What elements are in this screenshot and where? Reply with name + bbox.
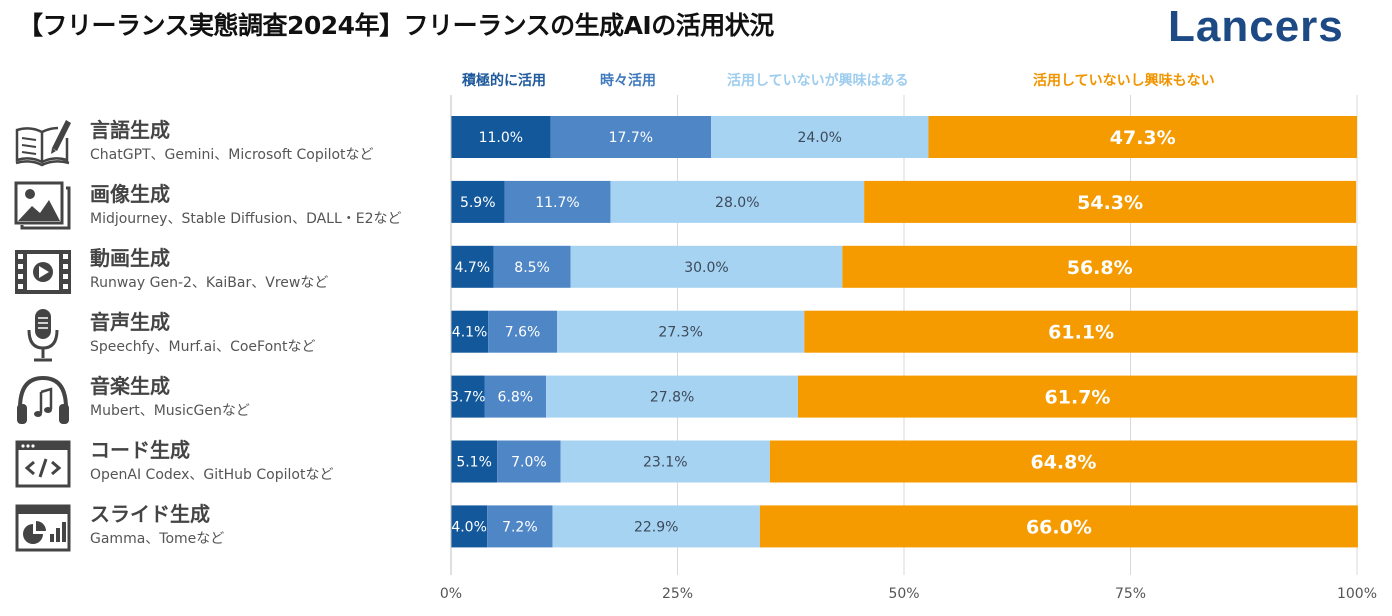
- data-label: 3.7%: [450, 390, 486, 406]
- category-examples: Mubert、MusicGenなど: [90, 403, 250, 419]
- bar-segment: [610, 180, 865, 223]
- bar-segment: [451, 310, 489, 353]
- data-label: 4.1%: [452, 325, 488, 341]
- data-label: 54.3%: [1077, 192, 1143, 214]
- bar-segment: [864, 180, 1357, 223]
- bar-segment: [928, 116, 1357, 158]
- data-label: 28.0%: [715, 195, 759, 211]
- legend-sometimes: 時々活用: [600, 73, 656, 89]
- bar-segment: [451, 116, 551, 158]
- bar-segment: [484, 375, 547, 418]
- category-name: 音声生成: [90, 310, 170, 334]
- image-icon: [14, 181, 71, 230]
- bar-segment: [487, 505, 553, 548]
- headphones-icon: [17, 375, 69, 424]
- bar-segment: [842, 245, 1357, 288]
- bar-segment: [759, 505, 1358, 548]
- data-label: 7.2%: [502, 519, 538, 535]
- data-label: 64.8%: [1030, 452, 1096, 474]
- bar-segment: [488, 310, 558, 353]
- x-tick-label: 0%: [440, 586, 462, 602]
- category-name: スライド生成: [90, 502, 210, 526]
- data-label: 17.7%: [609, 130, 653, 146]
- bar-segment: [451, 505, 488, 548]
- data-label: 7.0%: [511, 455, 547, 471]
- data-label: 27.8%: [650, 390, 694, 406]
- data-label: 23.1%: [643, 455, 687, 471]
- brand-logo: Lancers: [1168, 2, 1344, 51]
- data-label: 4.0%: [451, 519, 487, 535]
- x-tick-label: 25%: [662, 586, 693, 602]
- bar-segment: [451, 375, 485, 418]
- category-name: 言語生成: [90, 118, 170, 142]
- category-examples: ChatGPT、Gemini、Microsoft Copilotなど: [90, 147, 374, 163]
- category-name: コード生成: [90, 438, 190, 462]
- category-examples: OpenAI Codex、GitHub Copilotなど: [90, 467, 334, 483]
- bar-segment: [552, 505, 760, 548]
- data-label: 47.3%: [1110, 127, 1176, 149]
- data-label: 61.7%: [1045, 387, 1111, 409]
- bar-segment: [570, 245, 843, 288]
- bar-segment: [451, 245, 494, 288]
- page-title: 【フリーランス実態調査2024年】フリーランスの生成AIの活用状況: [18, 11, 774, 40]
- data-label: 30.0%: [684, 260, 728, 276]
- category-code: コード生成 OpenAI Codex、GitHub Copilotなど: [14, 434, 450, 494]
- bar-segment: [557, 310, 805, 353]
- category-language: 言語生成 ChatGPT、Gemini、Microsoft Copilotなど: [14, 114, 450, 174]
- data-label: 27.3%: [658, 325, 702, 341]
- category-voice: 音声生成 Speechfy、Murf.ai、CoeFontなど: [14, 306, 450, 366]
- category-music: 音楽生成 Mubert、MusicGenなど: [14, 370, 450, 430]
- data-label: 66.0%: [1026, 516, 1092, 538]
- microphone-icon: [27, 309, 59, 362]
- data-label: 5.1%: [456, 455, 492, 471]
- data-label: 11.0%: [479, 130, 523, 146]
- bar-segment: [804, 310, 1358, 353]
- bar-segment: [769, 440, 1357, 483]
- data-label: 7.6%: [505, 325, 541, 341]
- code-icon: [15, 440, 71, 488]
- data-label: 22.9%: [634, 519, 678, 535]
- category-examples: Runway Gen-2、KaiBar、Vrewなど: [90, 275, 329, 291]
- bar-segment: [711, 116, 929, 158]
- x-tick-label: 75%: [1115, 586, 1146, 602]
- category-image: 画像生成 Midjourney、Stable Diffusion、DALL・E2…: [14, 178, 450, 238]
- bar-segment: [451, 440, 498, 483]
- category-name: 画像生成: [90, 182, 170, 206]
- legend-interested: 活用していないが興味はある: [727, 73, 909, 89]
- bar-segment: [550, 116, 712, 158]
- data-label: 6.8%: [498, 390, 534, 406]
- bar-segment: [504, 180, 611, 223]
- x-tick-label: 100%: [1337, 586, 1377, 602]
- bar-segment: [797, 375, 1357, 418]
- category-examples: Gamma、Tomeなど: [90, 531, 225, 547]
- bar-segment: [493, 245, 571, 288]
- category-examples: Speechfy、Murf.ai、CoeFontなど: [90, 339, 316, 355]
- slide-icon: [15, 504, 71, 552]
- data-label: 8.5%: [514, 260, 550, 276]
- data-label: 5.9%: [460, 195, 496, 211]
- data-label: 61.1%: [1048, 322, 1114, 344]
- x-tick-label: 50%: [888, 586, 919, 602]
- bar-segment: [497, 440, 561, 483]
- data-label: 24.0%: [797, 130, 841, 146]
- film-icon: [15, 250, 71, 294]
- legend-active: 積極的に活用: [462, 73, 546, 89]
- bar-segment: [560, 440, 770, 483]
- bar-segment: [546, 375, 798, 418]
- category-name: 音楽生成: [90, 374, 170, 398]
- book-pen-icon: [15, 120, 71, 167]
- category-examples: Midjourney、Stable Diffusion、DALL・E2など: [90, 211, 402, 227]
- category-slide: スライド生成 Gamma、Tomeなど: [14, 498, 450, 558]
- bar-segment: [451, 180, 505, 223]
- category-name: 動画生成: [90, 246, 170, 270]
- data-label: 56.8%: [1067, 257, 1133, 279]
- legend-not-interested: 活用していないし興味もない: [1033, 73, 1215, 89]
- data-label: 11.7%: [535, 195, 579, 211]
- category-video: 動画生成 Runway Gen-2、KaiBar、Vrewなど: [14, 242, 450, 302]
- data-label: 4.7%: [455, 260, 491, 276]
